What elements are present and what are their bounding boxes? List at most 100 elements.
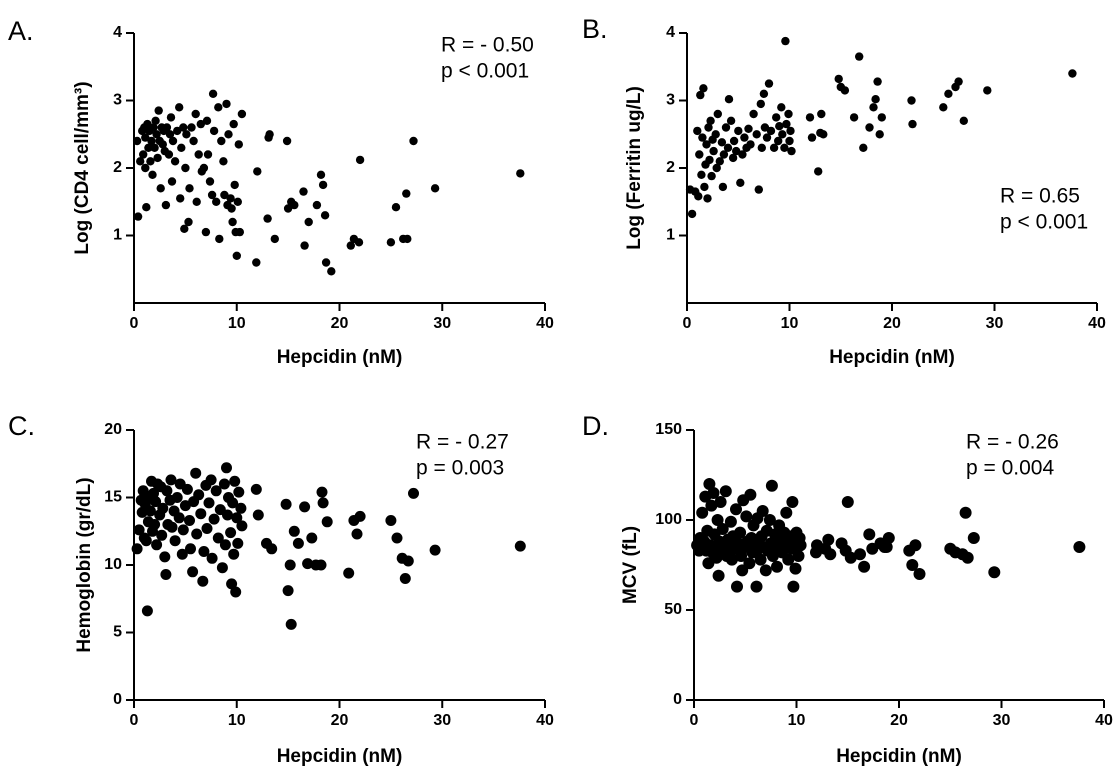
data-point <box>756 505 769 517</box>
data-point <box>715 157 724 166</box>
data-point <box>222 99 231 109</box>
data-point <box>391 203 401 212</box>
data-point <box>841 496 854 508</box>
y-tick-label: 3 <box>113 92 122 109</box>
data-point <box>133 524 145 536</box>
data-point <box>222 509 233 521</box>
data-point <box>302 558 314 570</box>
data-point <box>165 130 175 139</box>
data-point <box>855 52 864 61</box>
data-point <box>696 90 705 100</box>
data-point <box>299 501 311 513</box>
correlation-r: R = 0.65 <box>1000 185 1080 208</box>
x-tick-label: 0 <box>130 712 139 729</box>
data-point <box>724 515 737 528</box>
data-point <box>721 123 731 132</box>
data-point <box>869 103 878 112</box>
data-point <box>858 560 871 573</box>
data-point <box>959 116 968 126</box>
data-point <box>232 251 241 260</box>
axes <box>126 429 546 708</box>
data-point <box>430 184 440 193</box>
data-point <box>759 564 772 577</box>
data-point <box>185 184 194 193</box>
data-point <box>162 123 172 132</box>
data-point <box>712 163 721 173</box>
data-point <box>781 36 790 46</box>
data-point <box>236 520 248 532</box>
data-point <box>714 496 727 508</box>
p-value: p < 0.001 <box>1000 211 1088 234</box>
data-point <box>822 533 835 546</box>
data-point <box>409 136 418 146</box>
p-value: p = 0.004 <box>966 457 1054 480</box>
data-point <box>873 77 882 86</box>
x-axis-label: Hepcidin (nM) <box>277 746 403 767</box>
data-point <box>146 157 155 166</box>
data-point <box>516 169 525 178</box>
x-tick-label: 20 <box>331 315 349 332</box>
data-point <box>703 478 716 490</box>
data-point <box>157 502 169 514</box>
data-point <box>215 234 224 244</box>
data-point <box>734 126 743 136</box>
data-point <box>954 77 963 86</box>
data-point <box>716 523 729 535</box>
data-point <box>944 89 953 99</box>
data-point <box>252 509 264 521</box>
axes <box>126 32 546 311</box>
x-tick-label: 40 <box>1088 315 1106 332</box>
data-point <box>199 163 209 173</box>
scatter-points <box>691 478 1086 593</box>
y-tick-label: 50 <box>664 601 682 618</box>
p-value: p = 0.003 <box>416 457 504 480</box>
data-point <box>814 167 823 176</box>
data-point <box>195 508 207 520</box>
data-point <box>321 516 333 528</box>
data-point <box>877 113 886 122</box>
data-point <box>185 543 196 555</box>
data-point <box>782 553 795 566</box>
data-point <box>212 532 224 544</box>
data-point <box>906 559 919 571</box>
panel-letter: C. <box>8 411 35 441</box>
data-point <box>834 74 843 84</box>
x-tick-label: 20 <box>890 712 908 729</box>
data-point <box>280 498 292 510</box>
data-point <box>789 562 802 575</box>
data-point <box>219 157 228 166</box>
data-point <box>233 486 245 498</box>
data-point <box>697 170 706 179</box>
data-point <box>702 140 711 149</box>
data-point <box>983 86 992 95</box>
data-point <box>391 532 403 544</box>
data-point <box>228 217 237 227</box>
data-point <box>711 514 724 526</box>
correlation-r: R = - 0.26 <box>966 431 1059 454</box>
data-point <box>149 123 158 132</box>
data-point <box>149 519 161 530</box>
data-point <box>151 539 163 551</box>
data-point <box>429 544 441 556</box>
data-point <box>712 569 725 582</box>
data-point <box>158 140 167 149</box>
data-point <box>327 267 336 276</box>
data-point <box>744 124 753 133</box>
data-point <box>284 559 296 571</box>
data-point <box>220 190 229 200</box>
data-point <box>153 153 162 163</box>
x-tick-label: 0 <box>690 712 699 729</box>
y-tick-label: 100 <box>655 511 682 528</box>
axes <box>679 32 1098 311</box>
data-point <box>749 109 758 119</box>
data-point <box>840 86 850 95</box>
data-point <box>231 512 243 524</box>
data-point <box>165 474 177 486</box>
data-point <box>316 486 328 498</box>
x-axis-label: Hepcidin (nM) <box>836 746 962 767</box>
data-point <box>792 550 805 562</box>
x-tick-label: 10 <box>228 315 246 332</box>
correlation-r: R = - 0.27 <box>416 431 509 454</box>
data-point <box>819 130 828 139</box>
panel-2: B. 0 10 20 30 40 1 2 3 4 Hepcidin (nM) Log (Ferriti… <box>582 14 1106 368</box>
